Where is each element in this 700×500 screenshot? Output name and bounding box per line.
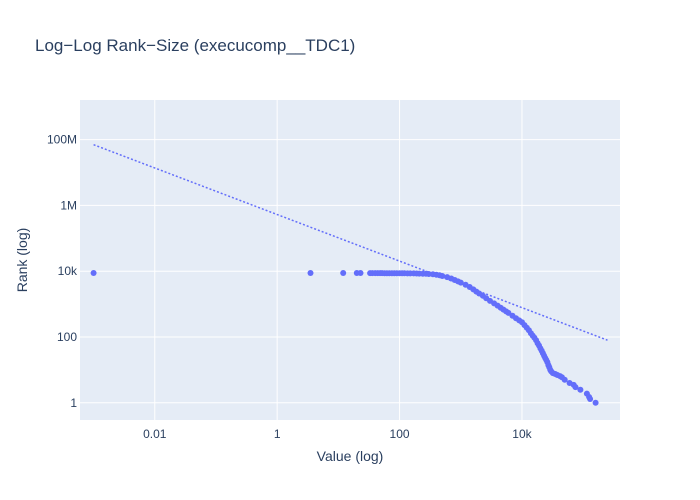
plot-area bbox=[80, 100, 620, 420]
x-axis-title: Value (log) bbox=[317, 448, 384, 464]
data-point bbox=[561, 376, 568, 383]
x-tick-label: 100 bbox=[390, 427, 410, 441]
y-tick-label: 1 bbox=[70, 396, 77, 410]
y-tick-label: 100M bbox=[47, 133, 77, 147]
y-tick-label: 10k bbox=[58, 264, 78, 278]
x-tick-label: 1 bbox=[274, 427, 281, 441]
grid bbox=[80, 100, 620, 420]
y-tick-label: 100 bbox=[57, 330, 77, 344]
x-axis: 0.01 1 100 10k bbox=[143, 427, 533, 441]
chart-title: Log−Log Rank−Size (execucomp__TDC1) bbox=[35, 36, 355, 55]
data-point bbox=[592, 399, 599, 406]
x-tick-label: 10k bbox=[512, 427, 532, 441]
y-tick-label: 1M bbox=[60, 198, 77, 212]
data-point bbox=[307, 270, 314, 276]
data-point bbox=[572, 384, 579, 391]
x-tick-label: 0.01 bbox=[143, 427, 167, 441]
data-point bbox=[577, 386, 584, 393]
data-point bbox=[340, 270, 347, 276]
data-point bbox=[90, 270, 97, 276]
data-point bbox=[587, 396, 594, 402]
y-axis-title: Rank (log) bbox=[14, 228, 30, 293]
data-point bbox=[457, 279, 464, 286]
data-point bbox=[357, 270, 364, 276]
y-axis: 1 100 10k 1M 100M bbox=[47, 133, 78, 410]
plot-series bbox=[90, 143, 608, 406]
data-point bbox=[439, 273, 446, 279]
